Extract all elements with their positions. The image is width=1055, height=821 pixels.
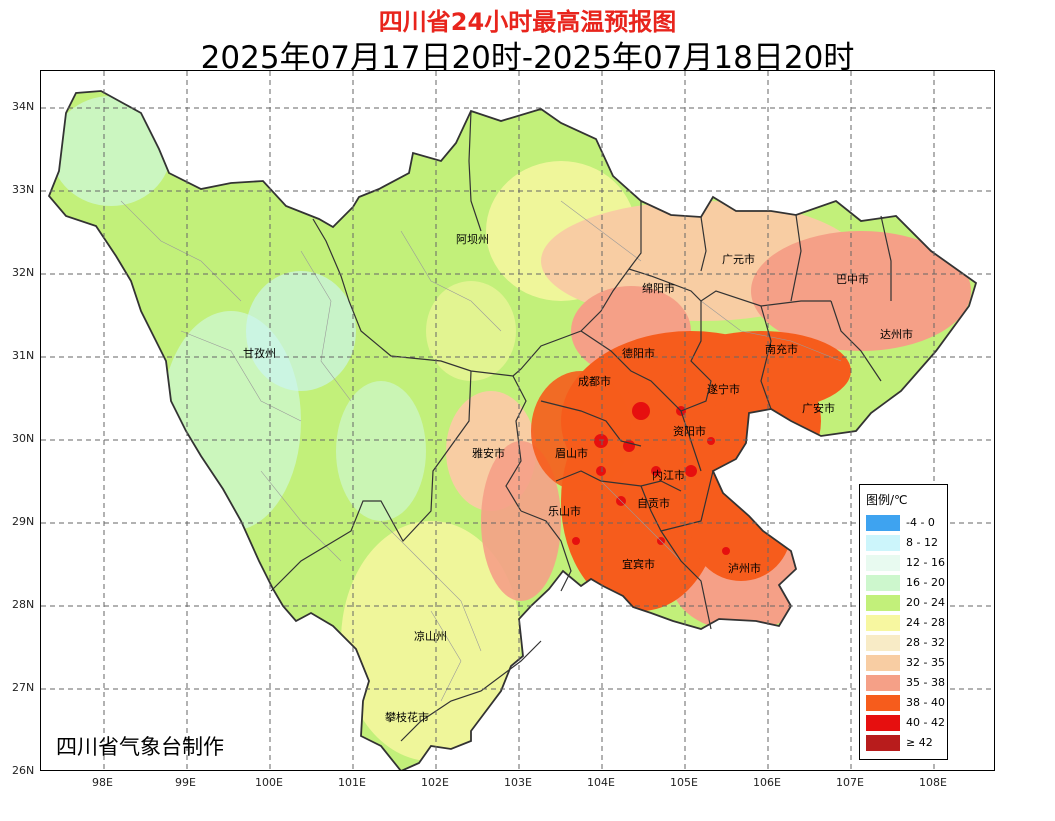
- legend-label: 40 - 42: [906, 716, 945, 729]
- legend-label: 38 - 40: [906, 696, 945, 709]
- legend-swatch: [866, 555, 900, 571]
- legend-label: 16 - 20: [906, 576, 945, 589]
- lat-label: 27N: [12, 681, 35, 694]
- legend-swatch: [866, 695, 900, 711]
- legend-label: 20 - 24: [906, 596, 945, 609]
- lat-label: 33N: [12, 183, 35, 196]
- city-label: 成都市: [578, 375, 611, 388]
- legend-swatch: [866, 715, 900, 731]
- lat-label: 30N: [12, 432, 35, 445]
- lat-label: 28N: [12, 598, 35, 611]
- city-label: 宜宾市: [622, 558, 655, 571]
- city-label: 资阳市: [673, 425, 706, 438]
- city-label: 乐山市: [548, 505, 581, 518]
- city-label: 广安市: [802, 402, 835, 415]
- legend-label: 12 - 16: [906, 556, 945, 569]
- lon-label: 108E: [919, 776, 947, 789]
- legend-swatch: [866, 575, 900, 591]
- lat-label: 32N: [12, 266, 35, 279]
- lon-label: 99E: [175, 776, 196, 789]
- legend-label: -4 - 0: [906, 516, 935, 529]
- map-title: 四川省24小时最高温预报图: [378, 8, 677, 36]
- city-label: 广元市: [722, 253, 755, 266]
- sichuan-map: [41, 71, 994, 770]
- legend-label: 8 - 12: [906, 536, 938, 549]
- county-borders: [120, 200, 842, 702]
- city-label: 遂宁市: [707, 383, 740, 396]
- legend-swatch: [866, 675, 900, 691]
- city-label: 甘孜州: [243, 347, 276, 360]
- credit-text: 四川省气象台制作: [56, 735, 224, 759]
- lat-label: 29N: [12, 515, 35, 528]
- lat-label: 31N: [12, 349, 35, 362]
- lat-label: 34N: [12, 100, 35, 113]
- legend-label: 35 - 38: [906, 676, 945, 689]
- lat-label: 26N: [12, 764, 35, 777]
- city-label: 凉山州: [414, 630, 447, 643]
- city-label: 南充市: [765, 343, 798, 356]
- city-label: 内江市: [652, 469, 685, 482]
- city-label: 达州市: [880, 328, 913, 341]
- temperature-field: [51, 96, 971, 761]
- legend-swatch: [866, 535, 900, 551]
- legend-swatch: [866, 635, 900, 651]
- lon-label: 105E: [670, 776, 698, 789]
- legend-label: 24 - 28: [906, 616, 945, 629]
- legend-swatch: [866, 615, 900, 631]
- legend-title: 图例/℃: [866, 493, 908, 507]
- legend-swatch: [866, 655, 900, 671]
- graticule: [41, 71, 994, 770]
- city-label: 自贡市: [637, 497, 670, 510]
- city-label: 德阳市: [622, 347, 655, 360]
- lon-label: 104E: [587, 776, 615, 789]
- city-label: 绵阳市: [642, 282, 675, 295]
- legend-label: 28 - 32: [906, 636, 945, 649]
- lon-label: 100E: [255, 776, 283, 789]
- lon-label: 102E: [421, 776, 449, 789]
- legend-swatch: [866, 595, 900, 611]
- legend-label: ≥ 42: [906, 736, 933, 749]
- city-label: 阿坝州: [456, 233, 489, 246]
- city-label: 雅安市: [472, 447, 505, 460]
- city-label: 泸州市: [728, 562, 761, 575]
- map-frame: [40, 70, 995, 771]
- lon-label: 106E: [753, 776, 781, 789]
- lon-label: 98E: [92, 776, 113, 789]
- lon-label: 101E: [338, 776, 366, 789]
- legend-swatch: [866, 735, 900, 751]
- legend-swatch: [866, 515, 900, 531]
- legend: 图例/℃ -4 - 0 8 - 12 12 - 16 16 - 20 20 - …: [859, 484, 948, 760]
- legend-label: 32 - 35: [906, 656, 945, 669]
- city-label: 巴中市: [836, 273, 869, 286]
- city-label: 眉山市: [555, 447, 588, 460]
- lon-label: 103E: [504, 776, 532, 789]
- city-label: 攀枝花市: [385, 711, 429, 724]
- lon-label: 107E: [836, 776, 864, 789]
